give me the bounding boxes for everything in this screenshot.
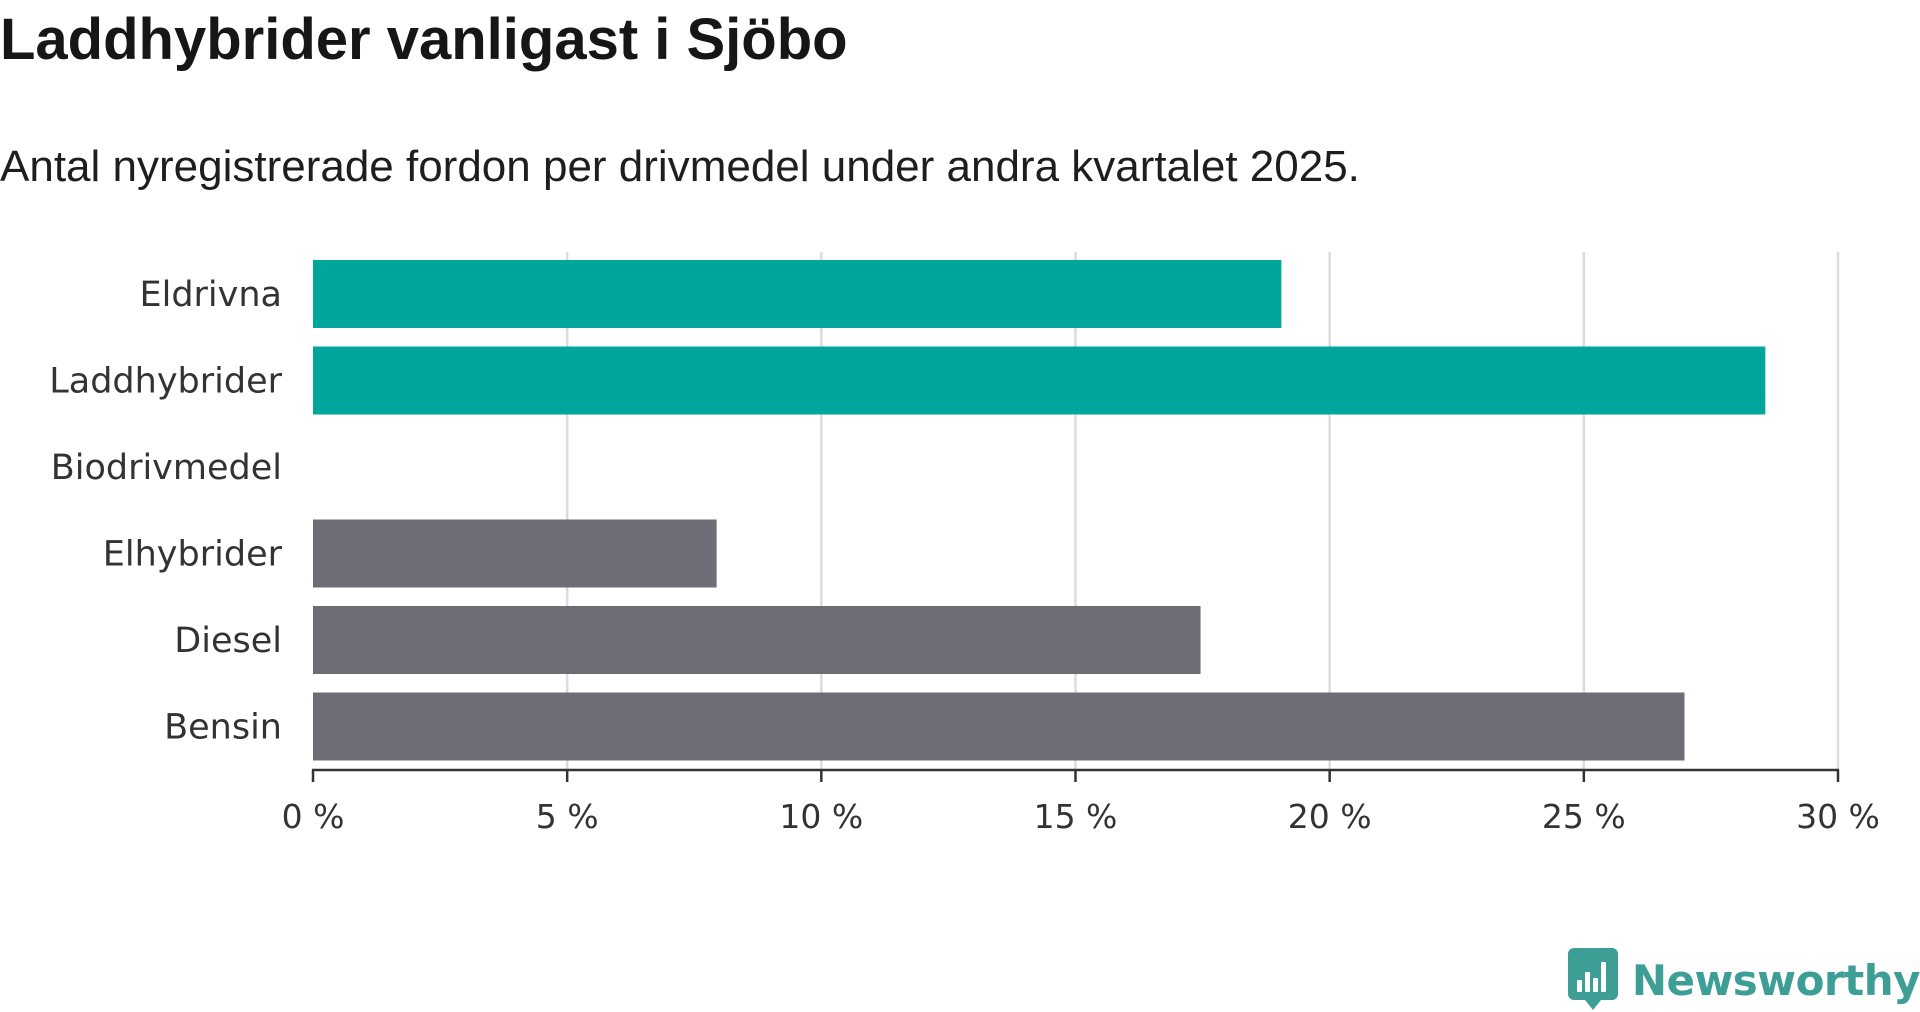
bar-chart: 0 % 5 % 10 % 15 % 20 % 25 % 30 % Eldrivna Laddhy… [49, 252, 1880, 836]
category-label: Eldrivna [139, 275, 282, 315]
category-label: Biodrivmedel [51, 448, 282, 488]
x-tick-label: 20 % [1288, 797, 1372, 836]
brand-name: Newsworthy [1631, 955, 1920, 1005]
bar [313, 692, 1685, 761]
bar [313, 260, 1282, 328]
chart-title: Laddhybrider vanligast i Sjöbo [0, 7, 848, 72]
x-tick-label: 15 % [1034, 797, 1118, 836]
bar [313, 606, 1201, 674]
x-tick-label: 5 % [536, 797, 599, 836]
category-label: Diesel [174, 621, 282, 661]
x-tick-label: 25 % [1542, 797, 1626, 836]
bar [313, 346, 1766, 415]
newsworthy-logo-icon [1567, 948, 1618, 1010]
category-label: Elhybrider [103, 535, 283, 575]
brand-footer: Newsworthy [1567, 948, 1920, 1012]
x-tick-label: 0 % [282, 797, 345, 836]
x-tick-label: 10 % [779, 797, 863, 836]
chart-subtitle: Antal nyregistrerade fordon per drivmede… [0, 142, 1360, 191]
bar [313, 519, 717, 588]
category-label: Laddhybrider [49, 362, 282, 402]
category-label: Bensin [164, 708, 282, 748]
x-tick-label: 30 % [1796, 797, 1880, 836]
